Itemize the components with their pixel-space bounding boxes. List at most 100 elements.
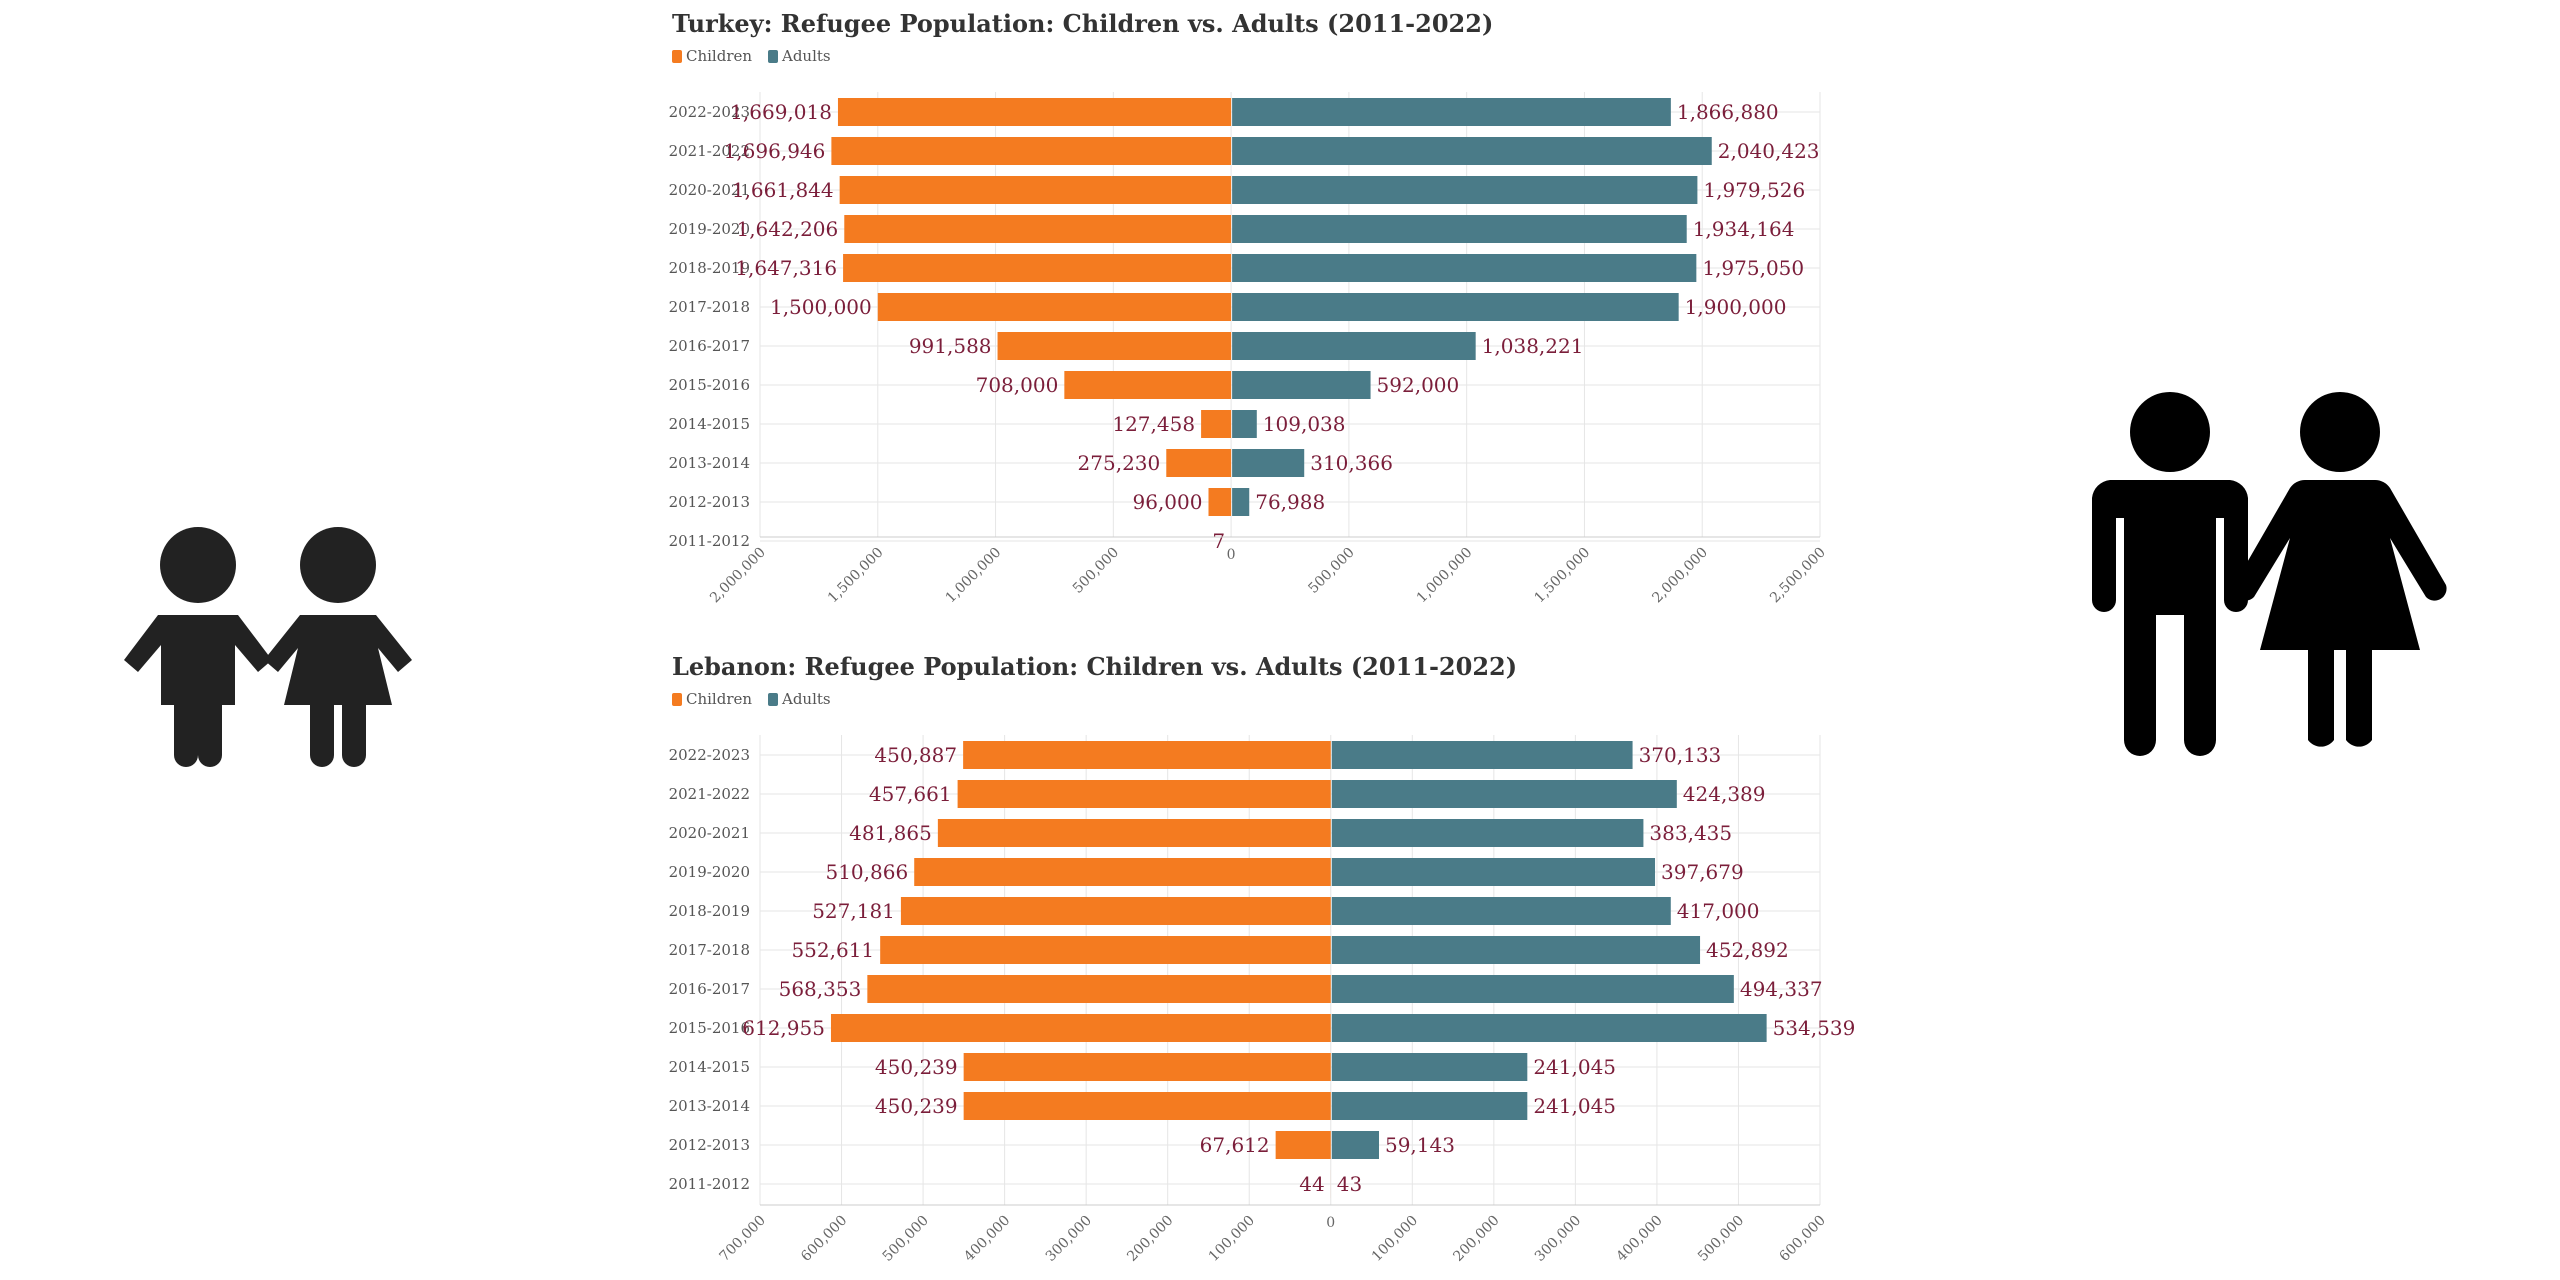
- turkey-category-label: 2011-2012: [669, 532, 750, 550]
- lebanon-adults-value-label: 59,143: [1385, 1133, 1455, 1157]
- turkey-adults-value-label: 592,000: [1377, 373, 1460, 397]
- lebanon-adults-value-label: 452,892: [1706, 938, 1789, 962]
- lebanon-x-tick-label: 100,000: [1369, 1213, 1421, 1265]
- lebanon-children-value-label: 552,611: [791, 938, 874, 962]
- lebanon-adults-value-label: 534,539: [1773, 1016, 1856, 1040]
- turkey-adults-bar: [1232, 98, 1671, 126]
- turkey-adults-value-label: 1,866,880: [1677, 100, 1779, 124]
- lebanon-x-tick-label: 300,000: [1532, 1213, 1584, 1265]
- lebanon-adults-value-label: 370,133: [1639, 743, 1722, 767]
- lebanon-x-tick-label: 700,000: [717, 1213, 769, 1265]
- lebanon-category-label: 2012-2013: [669, 1136, 750, 1154]
- turkey-adults-bar: [1232, 449, 1305, 477]
- lebanon-x-tick-label: 200,000: [1450, 1213, 1502, 1265]
- turkey-adults-value-label: 1,038,221: [1482, 334, 1584, 358]
- turkey-x-tick-label: 1,500,000: [1532, 545, 1594, 607]
- turkey-x-tick-label: 0: [1227, 547, 1236, 563]
- lebanon-legend-children: Children: [686, 690, 752, 708]
- lebanon-adults-bar: [1331, 1014, 1767, 1042]
- turkey-x-tick-label: 1,000,000: [943, 545, 1005, 607]
- lebanon-x-tick-label: 300,000: [1043, 1213, 1095, 1265]
- lebanon-children-bar: [1275, 1131, 1331, 1159]
- lebanon-children-value-label: 612,955: [742, 1016, 825, 1040]
- lebanon-adults-bar: [1331, 780, 1677, 808]
- turkey-children-bar: [844, 215, 1232, 243]
- turkey-children-value-label: 1,500,000: [770, 295, 872, 319]
- lebanon-children-value-label: 527,181: [812, 899, 895, 923]
- turkey-children-bar: [1064, 371, 1232, 399]
- lebanon-children-bar: [867, 975, 1331, 1003]
- lebanon-x-tick-label: 500,000: [1695, 1213, 1747, 1265]
- turkey-adults-value-label: 1,900,000: [1685, 295, 1787, 319]
- lebanon-children-value-label: 457,661: [869, 782, 952, 806]
- turkey-children-value-label: 96,000: [1133, 490, 1203, 514]
- lebanon-children-bar: [963, 1053, 1331, 1081]
- turkey-adults-value-label: 310,366: [1310, 451, 1393, 475]
- lebanon-adults-value-label: 397,679: [1661, 860, 1744, 884]
- turkey-children-bar: [843, 254, 1232, 282]
- turkey-legend-adults: Adults: [781, 47, 831, 65]
- lebanon-category-label: 2015-2016: [669, 1019, 750, 1037]
- lebanon-children-value-label: 450,239: [875, 1094, 958, 1118]
- lebanon-children-bar: [937, 819, 1331, 847]
- lebanon-children-value-label: 450,887: [874, 743, 957, 767]
- turkey-children-value-label: 991,588: [909, 334, 992, 358]
- turkey-adults-value-label: 109,038: [1263, 412, 1346, 436]
- turkey-children-bar: [831, 137, 1232, 165]
- turkey-children-bar: [837, 98, 1232, 126]
- turkey-legend-swatch-children: [672, 50, 682, 63]
- lebanon-children-value-label: 568,353: [779, 977, 862, 1001]
- turkey-children-bar: [1208, 488, 1232, 516]
- turkey-children-value-label: 275,230: [1078, 451, 1161, 475]
- lebanon-x-tick-label: 600,000: [798, 1213, 850, 1265]
- turkey-x-tick-label: 500,000: [1305, 545, 1357, 597]
- turkey-category-label: 2017-2018: [669, 298, 750, 316]
- lebanon-category-label: 2017-2018: [669, 941, 750, 959]
- turkey-x-tick-label: 1,000,000: [1414, 545, 1476, 607]
- turkey-adults-bar: [1232, 254, 1697, 282]
- turkey-adults-value-label: 1,979,526: [1703, 178, 1805, 202]
- lebanon-chart-title: Lebanon: Refugee Population: Children vs…: [672, 652, 1517, 681]
- turkey-children-bar: [1166, 449, 1232, 477]
- turkey-adults-bar: [1232, 410, 1257, 438]
- lebanon-chart-svg: Lebanon: Refugee Population: Children vs…: [669, 652, 1856, 1265]
- lebanon-category-label: 2011-2012: [669, 1175, 750, 1193]
- turkey-category-label: 2019-2020: [669, 220, 750, 238]
- turkey-adults-bar: [1232, 176, 1698, 204]
- lebanon-x-tick-label: 600,000: [1777, 1213, 1829, 1265]
- turkey-chart-title: Turkey: Refugee Population: Children vs.…: [672, 9, 1493, 38]
- turkey-children-value-label: 127,458: [1112, 412, 1195, 436]
- turkey-x-tick-label: 1,500,000: [825, 545, 887, 607]
- turkey-category-label: 2021-2022: [669, 142, 750, 160]
- turkey-children-bar: [1201, 410, 1232, 438]
- lebanon-children-value-label: 450,239: [875, 1055, 958, 1079]
- lebanon-adults-bar: [1331, 819, 1644, 847]
- lebanon-category-label: 2019-2020: [669, 863, 750, 881]
- lebanon-refugee-chart: Lebanon: Refugee Population: Children vs…: [650, 645, 1856, 1280]
- turkey-children-value-label: 7: [1212, 529, 1225, 553]
- lebanon-category-label: 2022-2023: [669, 746, 750, 764]
- lebanon-adults-bar: [1331, 975, 1734, 1003]
- turkey-children-bar: [877, 293, 1232, 321]
- turkey-adults-value-label: 1,975,050: [1702, 256, 1804, 280]
- turkey-category-label: 2014-2015: [669, 415, 750, 433]
- turkey-children-bar: [839, 176, 1232, 204]
- lebanon-adults-value-label: 43: [1337, 1172, 1362, 1196]
- turkey-adults-value-label: 1,934,164: [1693, 217, 1795, 241]
- lebanon-x-tick-label: 200,000: [1124, 1213, 1176, 1265]
- lebanon-adults-value-label: 241,045: [1533, 1055, 1616, 1079]
- lebanon-category-label: 2016-2017: [669, 980, 750, 998]
- turkey-adults-bar: [1232, 371, 1371, 399]
- turkey-adults-value-label: 76,988: [1255, 490, 1325, 514]
- lebanon-children-value-label: 67,612: [1200, 1133, 1270, 1157]
- turkey-category-label: 2012-2013: [669, 493, 750, 511]
- lebanon-adults-value-label: 417,000: [1677, 899, 1760, 923]
- lebanon-adults-bar: [1331, 1092, 1528, 1120]
- children-icon: [124, 527, 412, 767]
- turkey-legend-children: Children: [686, 47, 752, 65]
- turkey-refugee-chart: Turkey: Refugee Population: Children vs.…: [650, 0, 1830, 640]
- lebanon-x-tick-label: 500,000: [880, 1213, 932, 1265]
- lebanon-children-bar: [880, 936, 1331, 964]
- lebanon-children-bar: [957, 780, 1331, 808]
- lebanon-category-label: 2021-2022: [669, 785, 750, 803]
